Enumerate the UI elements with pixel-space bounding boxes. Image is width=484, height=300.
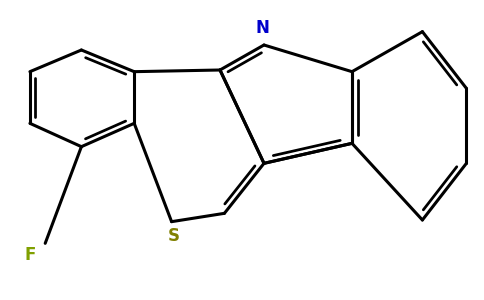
Text: S: S: [167, 227, 180, 245]
Text: N: N: [255, 19, 269, 37]
Text: F: F: [25, 246, 36, 264]
